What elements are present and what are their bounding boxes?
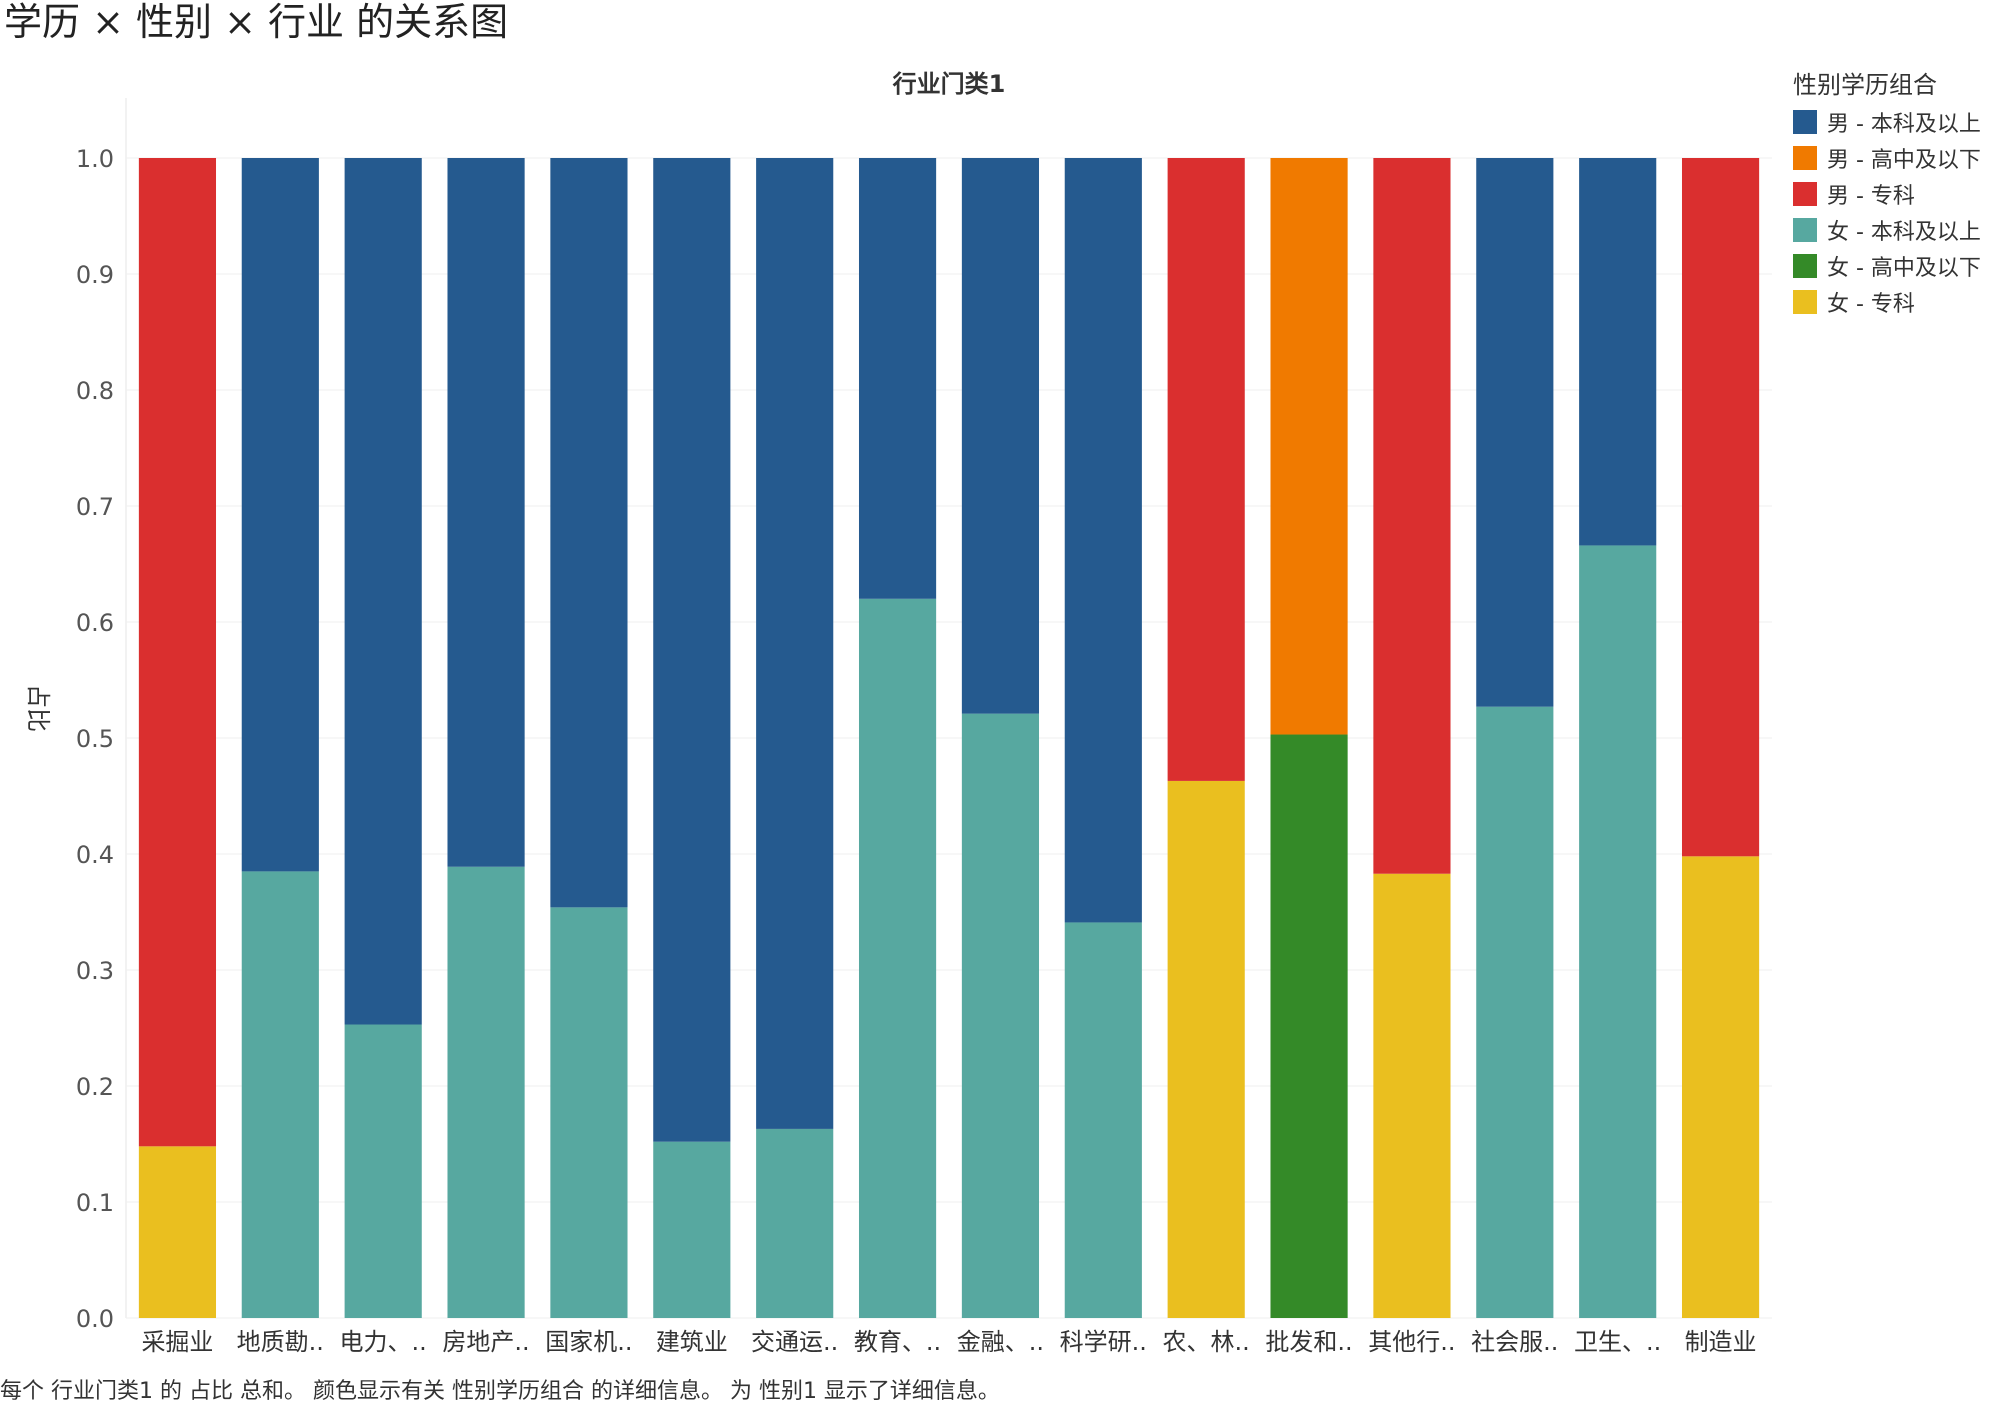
x-tick-label: 建筑业	[656, 1328, 728, 1356]
y-tick-label: 1.0	[76, 145, 114, 173]
legend-swatch	[1793, 254, 1817, 278]
bar-segment[interactable]	[550, 907, 628, 1318]
bar-segment[interactable]	[1681, 158, 1760, 857]
bar-segment[interactable]	[1167, 780, 1245, 1318]
bar-segment[interactable]	[1681, 856, 1760, 1318]
bar-segment[interactable]	[447, 158, 525, 867]
bar-segment[interactable]	[344, 1024, 422, 1318]
y-tick-label: 0.0	[76, 1305, 114, 1333]
x-tick-label: 批发和..	[1265, 1328, 1352, 1356]
x-tick-label: 教育、..	[854, 1328, 941, 1356]
bar-segment[interactable]	[1064, 922, 1142, 1318]
y-tick-label: 0.3	[76, 957, 114, 985]
bar-segment[interactable]	[344, 158, 422, 1025]
legend-item[interactable]: 男 - 高中及以下	[1793, 140, 1998, 176]
legend-label: 女 - 高中及以下	[1827, 256, 1981, 281]
ticks-layer: 0.0 0.1 0.2 0.3 0.4 0.5 0.6 0.7 0.8 0.9 1.0 采掘业 地质勘.…	[76, 145, 1757, 1356]
legend-label: 女 - 专科	[1827, 292, 1915, 317]
bar-segment[interactable]	[756, 158, 834, 1129]
bar-segment[interactable]	[1579, 158, 1657, 546]
bar-segment[interactable]	[1064, 158, 1142, 923]
x-tick-label: 国家机..	[545, 1328, 632, 1356]
bars-layer	[138, 158, 1760, 1318]
x-tick-label: 卫生、..	[1574, 1328, 1661, 1356]
x-tick-label: 房地产..	[442, 1328, 529, 1356]
bar-segment[interactable]	[961, 713, 1040, 1318]
bar-segment[interactable]	[138, 1146, 217, 1318]
y-tick-label: 0.6	[76, 609, 114, 637]
bar-segment[interactable]	[1476, 158, 1554, 707]
legend-label: 男 - 本科及以上	[1827, 112, 1981, 137]
bar-segment[interactable]	[447, 866, 525, 1318]
legend-item[interactable]: 男 - 本科及以上	[1793, 104, 1998, 140]
bar-segment[interactable]	[241, 871, 319, 1318]
legend-swatch	[1793, 182, 1817, 206]
legend-label: 男 - 专科	[1827, 184, 1915, 209]
bar-segment[interactable]	[1476, 706, 1554, 1318]
x-tick-label: 电力、..	[340, 1328, 427, 1356]
bar-segment[interactable]	[961, 158, 1040, 714]
legend-swatch	[1793, 290, 1817, 314]
page-title: 学历 × 性别 × 行业 的关系图	[4, 0, 509, 44]
bar-segment[interactable]	[1270, 158, 1348, 735]
x-tick-label: 农、林..	[1163, 1328, 1250, 1356]
bar-segment[interactable]	[653, 158, 731, 1142]
bar-segment[interactable]	[1579, 545, 1657, 1318]
x-tick-label: 社会服..	[1471, 1328, 1558, 1356]
bar-segment[interactable]	[756, 1128, 834, 1318]
y-tick-label: 0.2	[76, 1073, 114, 1101]
x-tick-label: 科学研..	[1060, 1328, 1147, 1356]
x-tick-label: 其他行..	[1368, 1328, 1455, 1356]
legend-title: 性别学历组合	[1793, 71, 1937, 99]
y-tick-label: 0.4	[76, 841, 114, 869]
legend-swatch	[1793, 146, 1817, 170]
chart-title: 行业门类1	[892, 70, 1006, 98]
bar-segment[interactable]	[858, 158, 937, 599]
y-tick-label: 0.9	[76, 261, 114, 289]
y-tick-label: 0.7	[76, 493, 114, 521]
legend-item[interactable]: 女 - 高中及以下	[1793, 248, 1998, 284]
bar-segment[interactable]	[138, 158, 217, 1147]
bar-segment[interactable]	[1270, 734, 1348, 1318]
legend: 性别学历组合 男 - 本科及以上 男 - 高中及以下 男 - 专科 女 - 本科…	[1793, 70, 1998, 320]
bar-segment[interactable]	[858, 598, 937, 1318]
legend-item[interactable]: 女 - 专科	[1793, 284, 1998, 320]
bar-segment[interactable]	[1373, 158, 1451, 874]
x-tick-label: 采掘业	[141, 1328, 213, 1356]
y-tick-label: 0.5	[76, 725, 114, 753]
legend-item[interactable]: 女 - 本科及以上	[1793, 212, 1998, 248]
footnote: 每个 行业门类1 的 占比 总和。 颜色显示有关 性别学历组合 的详细信息。 为…	[0, 1379, 1000, 1404]
y-axis-label: 占比	[24, 684, 52, 732]
bar-segment[interactable]	[550, 158, 628, 908]
y-tick-label: 0.8	[76, 377, 114, 405]
bar-segment[interactable]	[653, 1141, 731, 1318]
bar-segment[interactable]	[241, 158, 319, 872]
legend-label: 女 - 本科及以上	[1827, 220, 1981, 245]
legend-swatch	[1793, 110, 1817, 134]
x-tick-label: 金融、..	[957, 1328, 1044, 1356]
legend-item[interactable]: 男 - 专科	[1793, 176, 1998, 212]
x-tick-label: 交通运..	[751, 1328, 838, 1356]
bar-segment[interactable]	[1373, 873, 1451, 1318]
bar-segment[interactable]	[1167, 158, 1245, 781]
x-tick-label: 地质勘..	[237, 1328, 324, 1356]
legend-label: 男 - 高中及以下	[1827, 148, 1981, 173]
x-tick-label: 制造业	[1685, 1328, 1757, 1356]
y-tick-label: 0.1	[76, 1189, 114, 1217]
legend-swatch	[1793, 218, 1817, 242]
